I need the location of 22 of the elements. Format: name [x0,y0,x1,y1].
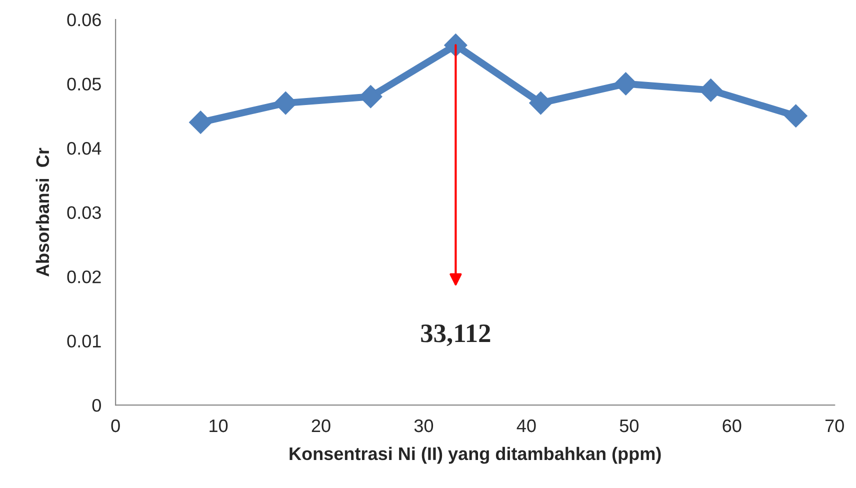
y-tick-label: 0.01 [67,334,101,348]
point [189,110,212,134]
x-tick-label: 50 [620,419,638,432]
x-tick-label: 70 [825,419,844,432]
y-tick-label: 0 [92,398,101,412]
x-axis-title: Konsentrasi Ni (II) yang ditambahkan (ppm) [290,446,661,464]
x-tick-label: 30 [414,419,434,432]
y-tick-label: 0.03 [67,206,101,219]
x-tick-label: 60 [722,419,742,432]
y-tick-label: 0.02 [67,270,101,284]
y-tick-label: 0.04 [67,142,102,155]
point [444,34,468,57]
y-axis-title: Absorbansi Cr [36,148,50,277]
point [784,104,808,128]
x-tick-label: 40 [516,419,536,432]
x-tick-label: 20 [312,419,330,432]
y-tick-label: 0.06 [67,13,101,26]
x-tick-label: 10 [210,419,228,432]
ref-line-label: 33,112 [421,324,490,346]
y-tick-label: 0.05 [67,78,101,90]
x-tick-label: 0 [111,419,120,432]
point [529,92,552,115]
